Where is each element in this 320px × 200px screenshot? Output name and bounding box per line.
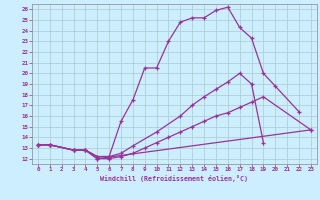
- X-axis label: Windchill (Refroidissement éolien,°C): Windchill (Refroidissement éolien,°C): [100, 175, 248, 182]
